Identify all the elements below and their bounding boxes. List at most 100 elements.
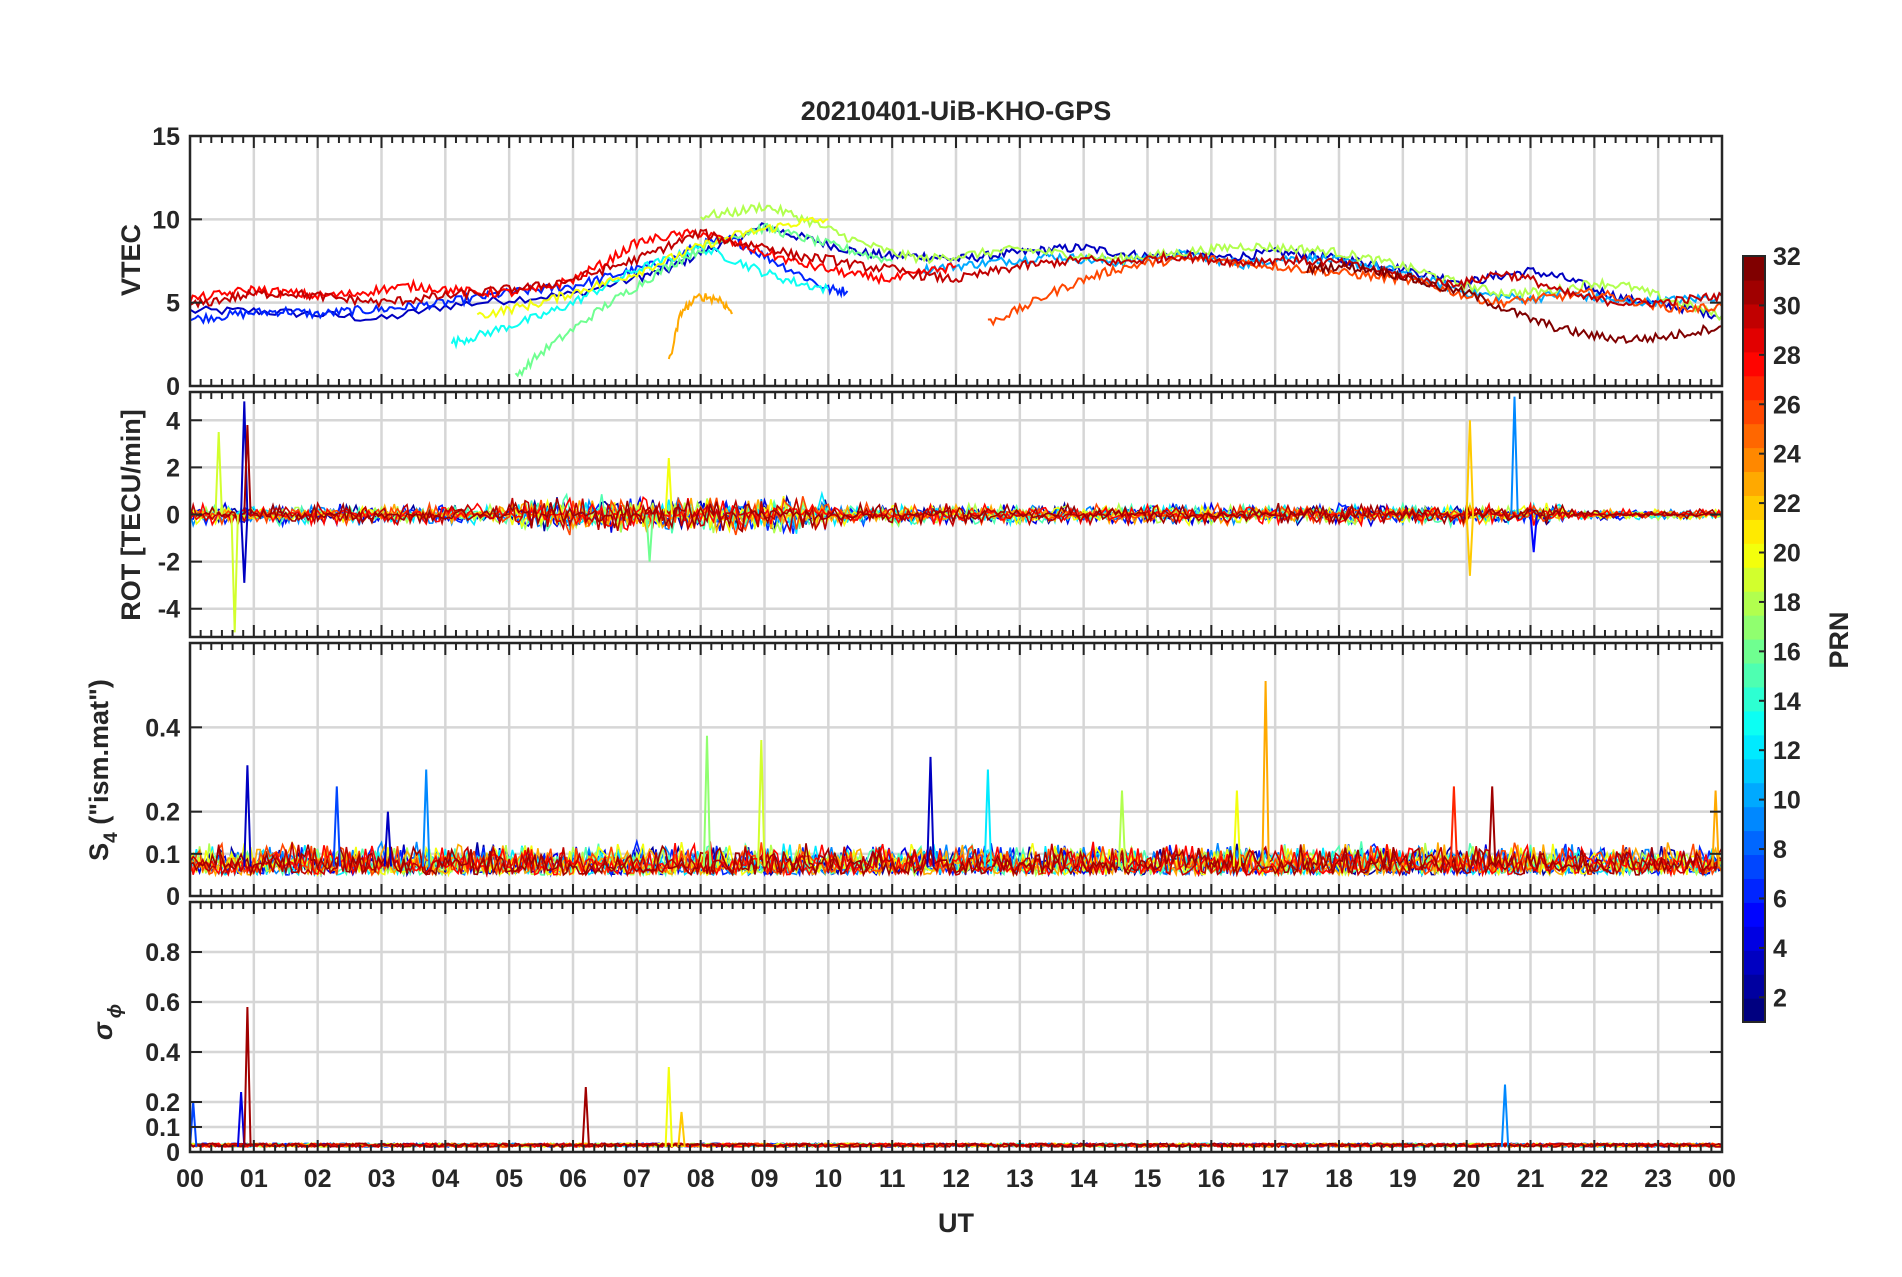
s4-ylabel-main: S (84, 843, 114, 861)
y-tick-label: 0.2 (145, 799, 180, 827)
data-layer (190, 680, 1722, 878)
colorbar-cell (1743, 974, 1765, 999)
x-tick-label: 19 (1389, 1165, 1417, 1193)
peak-prn-3 (383, 811, 393, 867)
noise-series-prn-23 (190, 840, 1722, 878)
peak-prn-5 (1529, 514, 1538, 553)
peak-prn-16 (645, 514, 654, 562)
y-tick-label: -4 (158, 596, 180, 624)
peak-prn-7 (332, 786, 341, 867)
colorbar-cell (1743, 950, 1765, 975)
peak-prn-20 (664, 457, 673, 515)
peak-prn-22 (677, 1111, 686, 1148)
peak-prn-19 (214, 431, 223, 515)
colorbar-cell (1743, 902, 1765, 927)
colorbar-cell (1743, 998, 1765, 1023)
vtec-series-prn-16 (514, 222, 893, 378)
vtec-series-prn-20 (476, 216, 829, 319)
x-tick-label: 04 (431, 1165, 459, 1193)
y-tick-label: 0 (166, 502, 180, 530)
x-tick-label: 12 (942, 1165, 970, 1193)
x-tick-label: 13 (1006, 1165, 1034, 1193)
colorbar-cell (1743, 303, 1765, 329)
y-tick-label: 0.4 (145, 1039, 180, 1067)
x-tick-label: 00 (1708, 1165, 1736, 1193)
colorbar-cell (1743, 591, 1765, 616)
axes-frame (188, 390, 1724, 639)
peak-prn-9 (422, 769, 431, 867)
s4-ylabel-sub: 4 (101, 832, 122, 843)
colorbar-cell (1743, 327, 1765, 353)
x-tick-label: 17 (1261, 1165, 1289, 1193)
vtec-series-prn-28 (190, 228, 957, 304)
peak-prn-31 (243, 1006, 252, 1148)
colorbar-tick-label: 16 (1773, 638, 1801, 666)
x-tick-label: 23 (1644, 1165, 1672, 1193)
colorbar-cell (1743, 806, 1765, 832)
grid (190, 902, 1722, 1152)
colorbar-cell (1743, 710, 1765, 736)
colorbar-cell (1743, 734, 1765, 760)
axes-frame (188, 641, 1724, 898)
colorbar-cell (1743, 830, 1765, 856)
s4-ylabel: S4 ("ism.mat") (84, 679, 122, 861)
peak-prn-4 (236, 1091, 246, 1148)
peak-prn-3 (926, 756, 935, 867)
data-layer (190, 201, 1722, 378)
colorbar-tick-label: 8 (1773, 836, 1787, 864)
axes: 00.10.2 0.4 0.6 0.8 (145, 900, 1724, 1167)
x-tick-labels: 00 01 02 03 04 05 06 07 08 09 10 11 12 13 14 15 16 17 18 19… (176, 1165, 1736, 1193)
noise-series-prn-30 (190, 842, 1722, 878)
colorbar-tick-label: 2 (1773, 984, 1787, 1012)
vtec-series-prn-23 (667, 292, 733, 360)
peak-prn-23 (1261, 680, 1270, 867)
peak-prn-31 (243, 424, 252, 515)
y-tick-label: 0 (166, 883, 180, 911)
colorbar-cell (1743, 662, 1765, 688)
colorbar-tick-label: 6 (1773, 885, 1787, 913)
colorbar-cell (1743, 854, 1765, 879)
x-tick-label: 18 (1325, 1165, 1353, 1193)
s4-ylabel-rest: ("ism.mat") (84, 679, 114, 832)
peak-prn-27 (1449, 786, 1459, 867)
s4-panel: 0 0.1 0.2 0.4 (145, 641, 1724, 911)
vtec-series-prn-18 (700, 201, 1722, 322)
colorbar-cell (1743, 256, 1765, 281)
x-tick-label: 02 (304, 1165, 332, 1193)
y-tick-label: 0.1 (145, 841, 180, 869)
colorbar-tick-label: 14 (1773, 688, 1801, 716)
colorbar-tick-label: 20 (1773, 540, 1801, 568)
peak-prn-19 (757, 739, 766, 867)
colorbar-cell (1743, 399, 1765, 425)
y-tick-label: 0.1 (145, 1114, 180, 1142)
y-tick-label: 5 (166, 290, 180, 318)
colorbar-tick-label: 28 (1773, 342, 1801, 370)
y-tick-label: 0 (166, 1139, 180, 1167)
y-tick-label: 15 (152, 123, 180, 151)
sigma-ylabel-sub: ϕ (105, 1004, 126, 1018)
y-tick-label: 4 (166, 407, 180, 435)
peak-prn-3 (243, 765, 252, 867)
axes: -4 -2 0 2 4 (158, 390, 1724, 639)
axes-frame (188, 900, 1724, 1154)
vtec-panel: 0 5 10 15 (152, 123, 1724, 401)
y-tick-label: 0.4 (145, 714, 180, 742)
x-tick-label: 21 (1517, 1165, 1545, 1193)
x-tick-label: 09 (751, 1165, 779, 1193)
x-tick-label: 15 (1134, 1165, 1162, 1193)
colorbar-cell (1743, 375, 1765, 401)
peak-prn-9 (1510, 396, 1519, 515)
colorbar-tick-label: 12 (1773, 737, 1801, 765)
axes-frame (188, 134, 1724, 388)
y-tick-label: 0.6 (145, 989, 180, 1017)
noise-series-prn-31 (190, 843, 1722, 878)
axes: 0 5 10 15 (152, 123, 1724, 401)
vtec-ylabel: VTEC (116, 224, 146, 296)
peak-prn-31 (1488, 786, 1497, 867)
vtec-series-prn-30 (190, 228, 1722, 309)
vtec-series-prn-13 (450, 242, 830, 350)
colorbar-tick-label: 10 (1773, 787, 1801, 815)
colorbar-cell (1743, 471, 1765, 496)
